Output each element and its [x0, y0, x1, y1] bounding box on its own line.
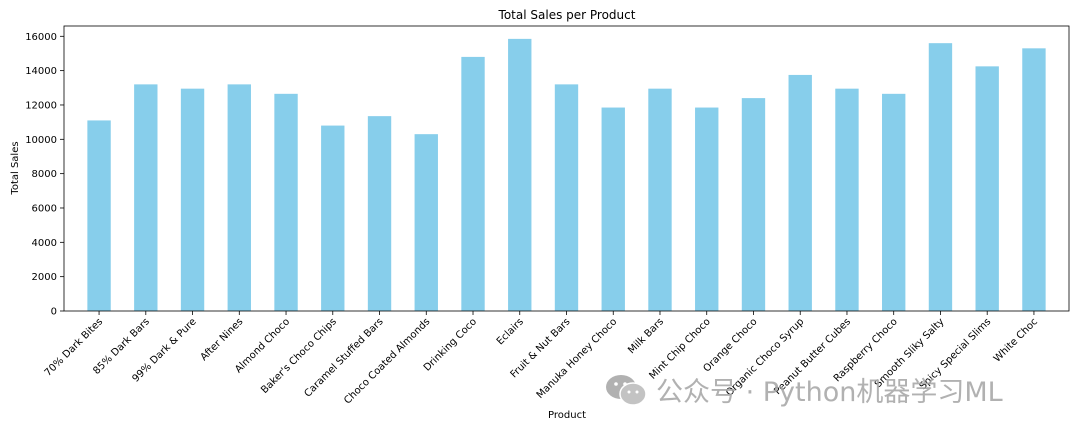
bar-99-dark-pure: [180, 88, 205, 311]
x-tick-label: White Choc: [992, 316, 1040, 364]
bar-choco-coated-almonds: [414, 134, 438, 311]
bar-milk-bars: [648, 88, 672, 311]
y-tick-label: 2000: [32, 272, 57, 283]
bar-eclairs: [508, 38, 532, 311]
y-tick-label: 4000: [32, 238, 57, 249]
bar-peanut-butter-cubes: [835, 88, 859, 311]
y-tick-label: 10000: [25, 135, 57, 146]
bar-orange-choco: [741, 98, 766, 311]
x-tick-label: Eclairs: [495, 316, 526, 347]
bar-70-dark-bites: [87, 120, 111, 312]
bar-caramel-stuffed-bars: [367, 116, 392, 311]
bars-group: [87, 38, 1046, 312]
bar-smooth-sliky-salty: [928, 43, 953, 312]
x-axis-label: Product: [548, 410, 586, 421]
bar-organic-choco-syrup: [788, 74, 812, 312]
bar-baker-s-choco-chips: [321, 125, 345, 311]
y-tick-label: 0: [51, 307, 57, 318]
bar-almond-choco: [274, 93, 298, 311]
x-tick-label: Choco Coated Almonds: [342, 316, 432, 406]
y-tick-label: 14000: [25, 66, 57, 77]
y-tick-label: 8000: [32, 169, 57, 180]
y-axis: 0 2000 4000 6000 8000 10000 12000 14000 16000: [25, 32, 64, 318]
bar-after-nines: [227, 84, 251, 312]
bar-raspberry-choco: [882, 93, 906, 311]
x-tick-label: After Nines: [199, 316, 246, 363]
y-tick-label: 6000: [32, 203, 57, 214]
y-tick-label: 12000: [25, 100, 57, 111]
bar-fruit-nut-bars: [554, 84, 579, 312]
y-tick-label: 16000: [25, 32, 57, 43]
bar-manuka-honey-choco: [601, 107, 625, 311]
wechat-icon: [606, 374, 647, 406]
x-tick-label: Caramel Stuffed Bars: [302, 316, 385, 399]
y-axis-label: Total Sales: [10, 141, 21, 195]
chart-title: Total Sales per Product: [498, 8, 636, 22]
bar-85-dark-bars: [134, 84, 158, 312]
bar-mint-chip-choco: [695, 107, 719, 311]
x-tick-label: Milk Bars: [626, 316, 666, 356]
bar-drinking-coco: [461, 56, 485, 312]
watermark-text: 公众号 · Python机器学习ML: [656, 377, 1003, 408]
watermark: 公众号 · Python机器学习ML: [604, 370, 1003, 409]
bar-white-choc: [1022, 48, 1046, 311]
bar-spicy-special-slims: [975, 66, 999, 311]
